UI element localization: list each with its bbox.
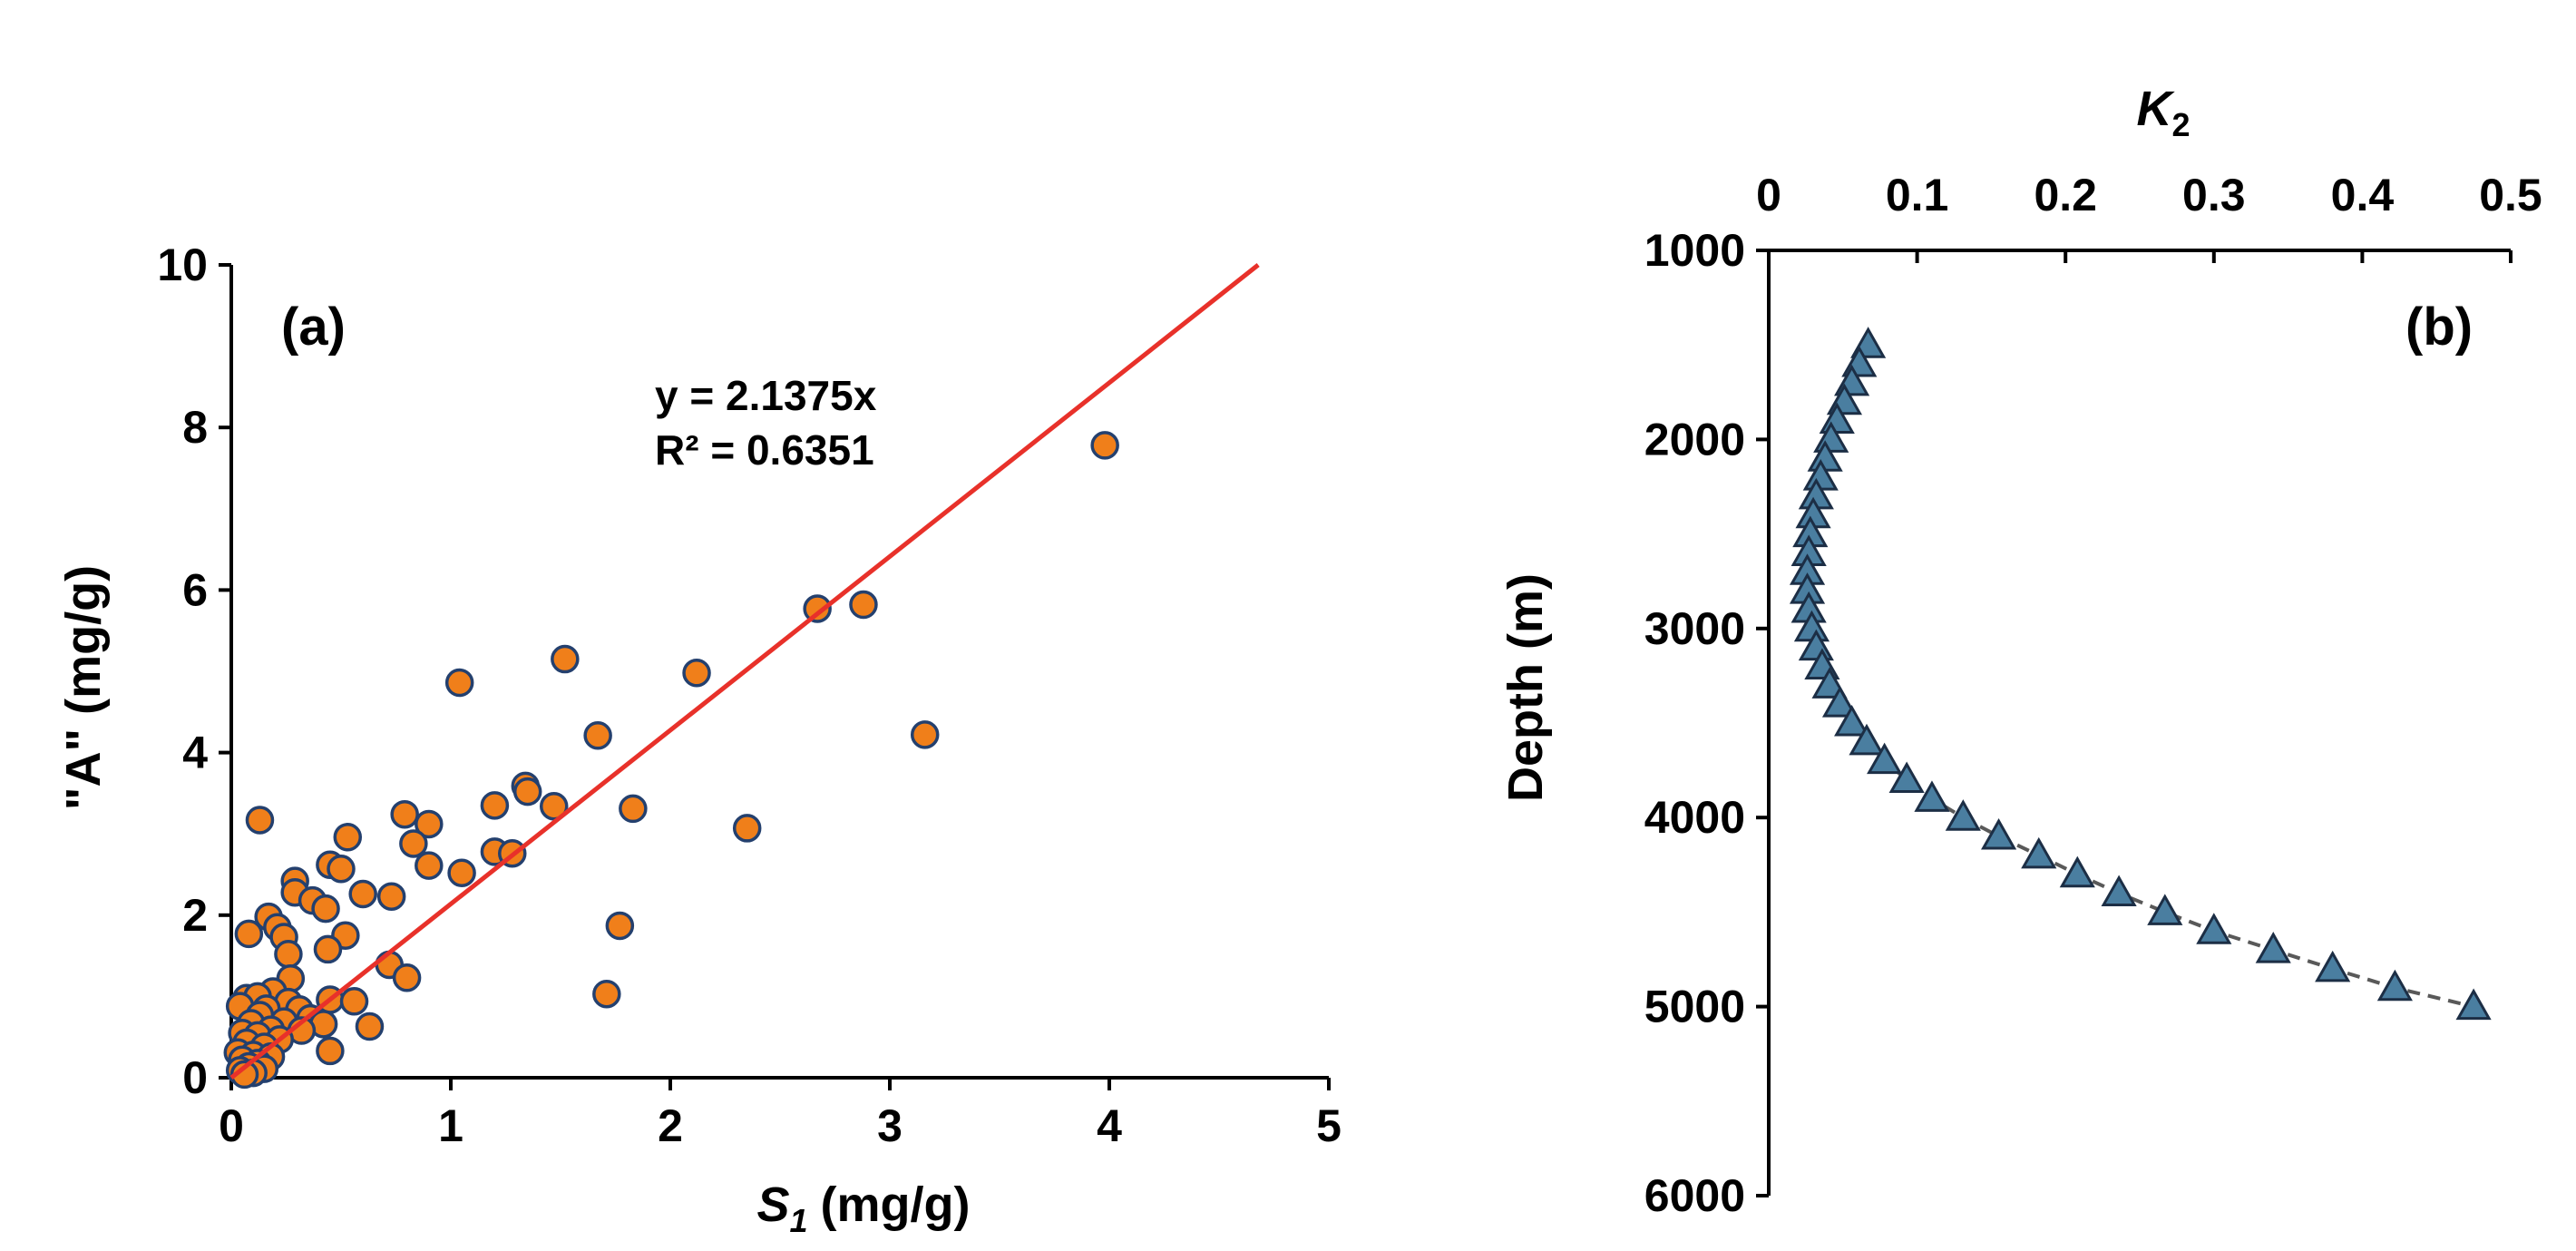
scatter-point [910,720,940,749]
scatter-point [333,823,363,852]
scatter-point [355,1012,385,1041]
panel-a-x-tick-label: 3 [877,1100,903,1151]
x-title-symbol: S [756,1178,789,1232]
panel-b-y-tick-label: 3000 [1644,603,1745,654]
scatter-point [392,963,422,992]
triangle-marker [1888,761,1925,794]
triangle-marker [1945,799,1981,831]
panel-a-y-axis-title: "A" (mg/g) [56,565,111,810]
scatter-point [1090,431,1119,460]
scatter-point [274,940,303,969]
panel-b-dashed-line [1805,344,2474,1009]
panel-b-markers [1789,327,2492,1021]
panel-b-y-ticks: 1000 2000 3000 4000 5000 6000 [1644,225,1769,1221]
panel-a-x-axis-title: S1 (mg/g) [756,1178,970,1239]
trendline-equation: y = 2.1375x [655,372,877,419]
scatter-point [512,777,542,806]
panel-a-scatter: 0 2 4 6 8 10 0 1 2 3 4 5 (a) y = 2.1375x R² = 0.63… [56,239,1342,1239]
scatter-point [399,829,428,858]
panel-b-x-ticks: 0 0.1 0.2 0.3 0.4 0.5 [1756,170,2542,263]
triangle-marker [2101,875,2137,907]
panel-b-x-tick-label: 0.1 [1886,170,1949,220]
panel-b-x-tick-label: 0.2 [2034,170,2097,220]
panel-a-label: (a) [281,298,346,357]
panel-a-y-tick-label: 8 [182,402,208,453]
panel-b-x-tick-label: 0.5 [2479,170,2542,220]
x-title-subscript: 1 [790,1202,808,1239]
panel-b-y-tick-label: 6000 [1644,1170,1745,1221]
panel-a-y-tick-label: 4 [182,728,208,778]
triangle-marker [1811,667,1848,699]
triangle-marker [1834,704,1870,737]
triangle-marker [2021,836,2057,869]
triangle-marker [2376,969,2413,1002]
panel-a-x-ticks: 0 1 2 3 4 5 [219,1078,1342,1151]
triangle-marker [2315,950,2351,982]
panel-b-x-axis-title: K2 [2136,82,2190,143]
panel-a-x-tick-label: 4 [1097,1100,1122,1151]
panel-a-y-tick-label: 6 [182,564,208,615]
triangle-marker [1849,723,1885,756]
panel-b-y-tick-label: 5000 [1644,982,1745,1032]
panel-a-y-tick-label: 0 [182,1052,208,1103]
scatter-point [415,809,444,839]
scatter-point [551,644,580,674]
triangle-marker [1981,817,2017,850]
scatter-point [348,879,377,909]
scatter-point [339,987,369,1016]
triangle-marker [2059,855,2095,888]
scatter-point [583,721,612,750]
scatter-point [390,799,419,829]
triangle-marker [1867,742,1903,775]
panel-a-x-tick-label: 0 [219,1100,244,1151]
triangle-marker [2196,913,2232,944]
x-title-unit: (mg/g) [821,1178,971,1232]
scatter-point [313,934,343,964]
scatter-point [803,594,832,623]
scatter-point [245,806,275,835]
triangle-marker [2255,932,2291,963]
scatter-point [732,814,762,843]
scatter-point [682,659,711,688]
panel-a-x-tick-label: 5 [1316,1100,1342,1151]
scatter-point [480,791,510,820]
triangle-marker [2147,894,2183,925]
scatter-point [376,882,406,911]
panel-b-x-tick-label: 0.3 [2182,170,2246,220]
panel-a-x-tick-label: 2 [658,1100,683,1151]
panel-a-y-tick-label: 2 [182,890,208,941]
panel-b-label: (b) [2405,298,2473,357]
scatter-point [592,979,621,1009]
panel-a-x-tick-label: 1 [438,1100,463,1151]
k-title-symbol: K [2136,82,2175,136]
panel-a-points [223,431,1119,1090]
panel-a-trendline [229,263,1260,1080]
scatter-point [447,858,476,887]
scatter-point [327,854,356,884]
scatter-point [311,894,340,924]
panel-a-y-tick-label: 10 [157,239,208,290]
scatter-point [415,851,444,880]
trendline-r-squared: R² = 0.6351 [655,426,874,474]
panel-b-y-tick-label: 1000 [1644,225,1745,276]
scatter-point [316,1036,345,1066]
panel-b-depth-profile: 1000 2000 3000 4000 5000 6000 0 0.1 0.2 0.3 0.4 0.… [1498,82,2542,1221]
scatter-point [539,791,569,821]
triangle-marker [1914,780,1950,812]
scatter-point [234,919,264,949]
scatter-point [849,590,878,620]
panel-a-y-ticks: 0 2 4 6 8 10 [157,239,231,1103]
panel-b-y-axis-title: Depth (m) [1498,573,1553,802]
scatter-point [605,911,635,941]
panel-b-x-tick-label: 0.4 [2331,170,2395,220]
k-title-subscript: 2 [2171,106,2190,143]
panel-b-x-tick-label: 0 [1756,170,1781,220]
panel-b-y-tick-label: 2000 [1644,414,1745,464]
triangle-marker [2455,988,2492,1021]
panel-b-y-tick-label: 4000 [1644,792,1745,843]
scatter-point [444,668,474,698]
triangle-marker [1821,686,1859,718]
scatter-point [619,794,648,824]
